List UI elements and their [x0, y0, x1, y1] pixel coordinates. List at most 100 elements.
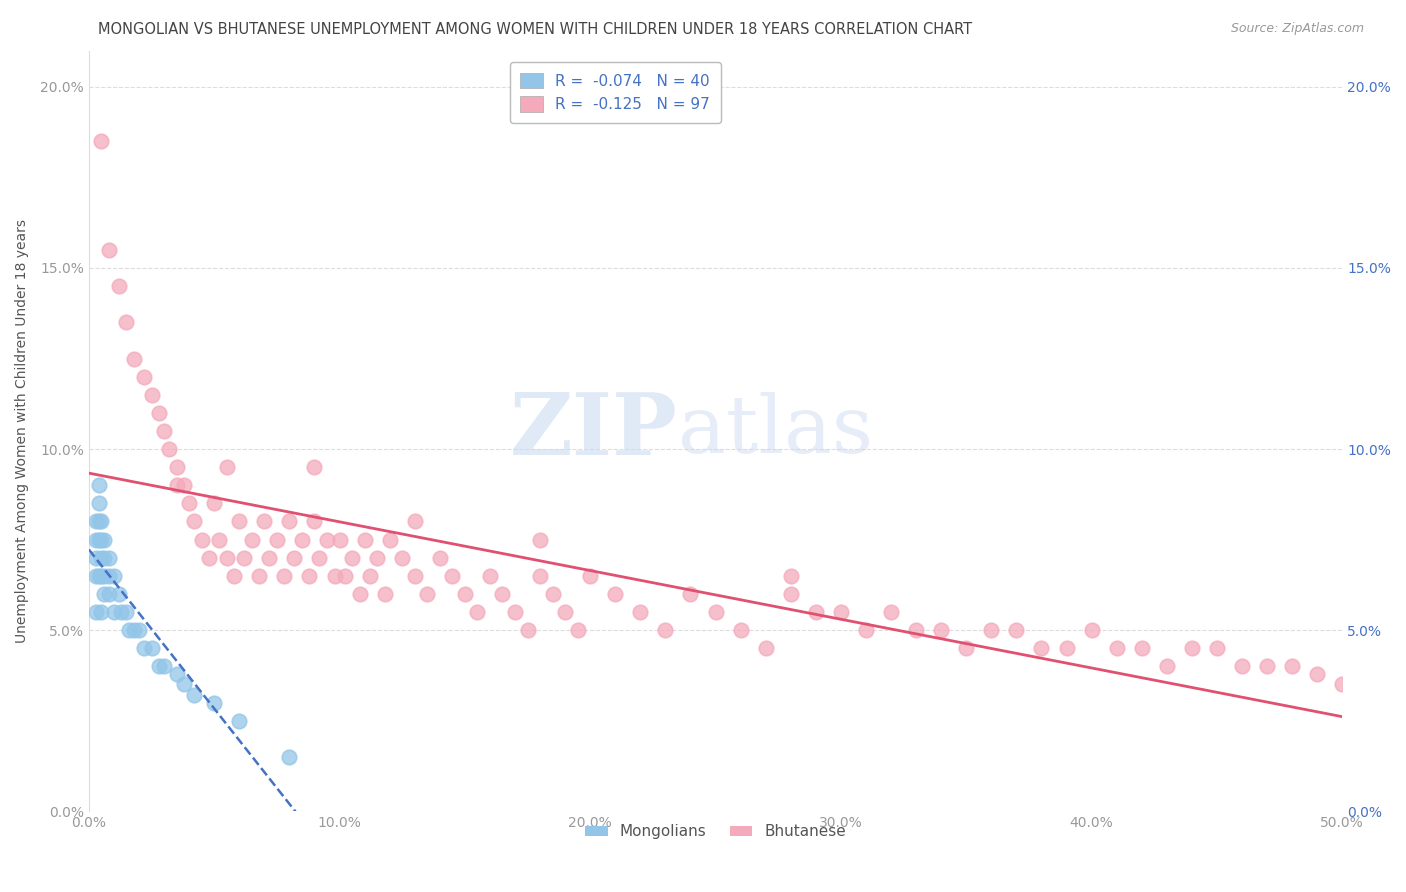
- Point: [955, 641, 977, 656]
- Point: [90, 550, 112, 565]
- Point: [86, 569, 108, 583]
- Point: [278, 749, 301, 764]
- Point: [328, 533, 350, 547]
- Point: [340, 550, 363, 565]
- Point: [87, 496, 110, 510]
- Point: [103, 569, 125, 583]
- Point: [90, 533, 112, 547]
- Point: [1005, 623, 1028, 637]
- Point: [374, 587, 396, 601]
- Point: [166, 666, 188, 681]
- Point: [90, 569, 112, 583]
- Point: [86, 515, 108, 529]
- Text: MONGOLIAN VS BHUTANESE UNEMPLOYMENT AMONG WOMEN WITH CHILDREN UNDER 18 YEARS COR: MONGOLIAN VS BHUTANESE UNEMPLOYMENT AMON…: [98, 22, 973, 37]
- Text: Source: ZipAtlas.com: Source: ZipAtlas.com: [1230, 22, 1364, 36]
- Point: [215, 460, 238, 475]
- Point: [247, 569, 270, 583]
- Point: [202, 496, 225, 510]
- Point: [97, 550, 120, 565]
- Point: [304, 515, 326, 529]
- Point: [516, 623, 538, 637]
- Point: [228, 714, 250, 728]
- Point: [1306, 666, 1329, 681]
- Point: [90, 605, 112, 619]
- Point: [541, 587, 564, 601]
- Point: [1105, 641, 1128, 656]
- Point: [90, 515, 112, 529]
- Point: [278, 515, 301, 529]
- Point: [779, 587, 801, 601]
- Point: [148, 659, 170, 673]
- Point: [567, 623, 589, 637]
- Point: [97, 243, 120, 257]
- Point: [704, 605, 727, 619]
- Text: ZIP: ZIP: [510, 389, 678, 473]
- Point: [654, 623, 676, 637]
- Point: [579, 569, 602, 583]
- Point: [87, 478, 110, 492]
- Point: [378, 533, 401, 547]
- Point: [266, 533, 288, 547]
- Point: [353, 533, 375, 547]
- Point: [183, 688, 205, 702]
- Point: [366, 550, 388, 565]
- Point: [183, 515, 205, 529]
- Point: [1281, 659, 1303, 673]
- Point: [115, 315, 138, 329]
- Point: [86, 533, 108, 547]
- Point: [166, 460, 188, 475]
- Point: [855, 623, 877, 637]
- Point: [391, 550, 413, 565]
- Point: [359, 569, 381, 583]
- Point: [93, 550, 115, 565]
- Point: [87, 515, 110, 529]
- Point: [779, 569, 801, 583]
- Point: [1130, 641, 1153, 656]
- Point: [148, 406, 170, 420]
- Point: [291, 533, 314, 547]
- Point: [503, 605, 526, 619]
- Point: [198, 550, 221, 565]
- Point: [308, 550, 330, 565]
- Point: [208, 533, 231, 547]
- Point: [122, 623, 145, 637]
- Point: [679, 587, 702, 601]
- Point: [86, 605, 108, 619]
- Point: [128, 623, 150, 637]
- Point: [880, 605, 903, 619]
- Point: [118, 623, 141, 637]
- Point: [90, 134, 112, 148]
- Point: [804, 605, 827, 619]
- Point: [830, 605, 852, 619]
- Point: [240, 533, 263, 547]
- Point: [333, 569, 356, 583]
- Point: [1331, 677, 1354, 691]
- Point: [141, 388, 163, 402]
- Point: [103, 605, 125, 619]
- Point: [97, 587, 120, 601]
- Legend: Mongolians, Bhutanese: Mongolians, Bhutanese: [579, 818, 852, 846]
- Point: [93, 569, 115, 583]
- Point: [1080, 623, 1102, 637]
- Point: [224, 569, 246, 583]
- Point: [179, 496, 201, 510]
- Point: [87, 569, 110, 583]
- Text: atlas: atlas: [678, 392, 873, 470]
- Point: [298, 569, 321, 583]
- Point: [1256, 659, 1278, 673]
- Point: [93, 533, 115, 547]
- Point: [1181, 641, 1204, 656]
- Point: [233, 550, 256, 565]
- Point: [228, 515, 250, 529]
- Point: [929, 623, 952, 637]
- Y-axis label: Unemployment Among Women with Children Under 18 years: Unemployment Among Women with Children U…: [15, 219, 30, 643]
- Point: [304, 460, 326, 475]
- Point: [404, 569, 426, 583]
- Point: [253, 515, 276, 529]
- Point: [1056, 641, 1078, 656]
- Point: [259, 550, 281, 565]
- Point: [980, 623, 1002, 637]
- Point: [730, 623, 752, 637]
- Point: [1230, 659, 1253, 673]
- Point: [478, 569, 501, 583]
